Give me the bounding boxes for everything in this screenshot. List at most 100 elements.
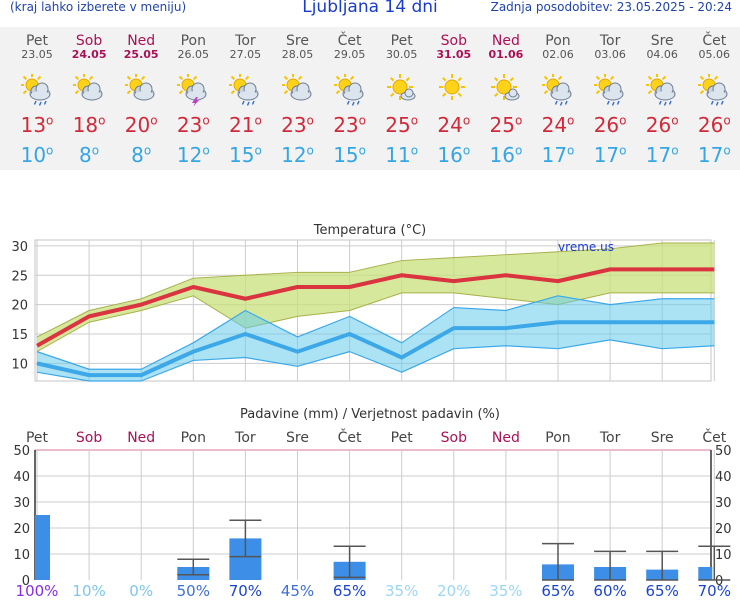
- max-temp-value: 13: [20, 113, 47, 137]
- min-temp-value: 12: [281, 143, 307, 167]
- min-temp: 16o: [480, 143, 532, 167]
- max-temp-line: [36, 267, 715, 348]
- precip-probability: 50%: [176, 582, 210, 600]
- max-temp-value: 20: [124, 113, 151, 137]
- precip-probability: 65%: [645, 582, 679, 600]
- min-temp: 16o: [428, 143, 480, 167]
- min-temp: 10o: [11, 143, 63, 167]
- precip-plot-area: [35, 450, 711, 580]
- precip-ytick-label-left: 50: [13, 444, 30, 459]
- sun-cloud-icon: [280, 73, 314, 106]
- degree-sign: o: [143, 143, 152, 158]
- max-temp: 23o: [167, 113, 219, 137]
- day-date: 29.05: [333, 48, 366, 61]
- precip-day-label: Sob: [76, 430, 102, 446]
- sun-cloud-icon: [72, 73, 105, 106]
- degree-sign: o: [462, 143, 471, 158]
- precip-probability: 45%: [280, 582, 315, 600]
- degree-sign: o: [150, 113, 158, 128]
- min-temp: 8o: [63, 143, 115, 167]
- degree-sign: o: [306, 113, 314, 128]
- min-temp: 15o: [324, 143, 376, 167]
- degree-sign: o: [723, 143, 731, 158]
- last-update: Zadnja posodobitev: 23.05.2025 - 20:24: [490, 0, 732, 14]
- precip-day-label: Čet: [702, 428, 726, 446]
- min-temp-band-lower: [36, 339, 715, 382]
- precip-day-label: Sob: [441, 430, 467, 446]
- day-date: 05.06: [698, 48, 731, 61]
- charts: Temperatura (°C) 10 15 20 25 30 vreme.us Padavi…: [11, 223, 732, 589]
- day-name: Sob: [440, 33, 467, 49]
- precip-probability: 60%: [593, 582, 627, 600]
- page-title: Ljubljana 14 dni: [302, 0, 438, 17]
- day-name: Ned: [491, 33, 520, 49]
- degree-sign: o: [306, 143, 314, 158]
- min-temp-line: [36, 320, 715, 378]
- day-date: 27.05: [229, 48, 262, 61]
- sun-small-cloud-icon: [490, 74, 522, 106]
- precip-probability: 20%: [437, 582, 471, 600]
- max-temp: 21o: [219, 113, 271, 137]
- degree-sign: o: [619, 113, 627, 128]
- sun-cloud-rain-icon: [332, 73, 366, 106]
- degree-sign: o: [46, 113, 54, 128]
- min-temp: 12o: [167, 143, 219, 167]
- degree-sign: o: [91, 143, 100, 158]
- day-date: 25.05: [123, 48, 159, 61]
- precip-ytick-label-right: 50: [715, 444, 732, 459]
- day-name: Sre: [286, 33, 309, 49]
- max-temp-value: 21: [228, 113, 255, 137]
- temp-ytick-label: 15: [11, 328, 28, 343]
- precip-ytick-label-left: 10: [13, 548, 30, 563]
- max-temp-value: 23: [333, 113, 359, 137]
- max-temp: 25o: [480, 113, 532, 137]
- precip-probability: 100%: [15, 582, 59, 600]
- precip-day-label: Čet: [338, 428, 362, 446]
- min-temp: 15o: [219, 143, 271, 167]
- precip-chart-title: Padavine (mm) / Verjetnost padavin (%): [240, 407, 500, 422]
- min-temp: 17o: [688, 143, 740, 167]
- day-date: 28.05: [281, 48, 314, 61]
- min-temp-value: 17: [697, 143, 724, 167]
- max-temp: 20o: [115, 113, 167, 137]
- precip-bar: [35, 515, 50, 580]
- precip-probability: 0%: [129, 582, 154, 600]
- day-name: Tor: [599, 33, 621, 49]
- max-temp: 23o: [272, 113, 324, 137]
- min-temp-value: 11: [385, 143, 411, 167]
- max-temp-value: 26: [697, 113, 724, 137]
- precip-probability: 35%: [489, 582, 523, 600]
- min-temp-value: 12: [176, 143, 203, 167]
- degree-sign: o: [671, 143, 679, 158]
- precip-ytick-label-left: 30: [13, 496, 30, 511]
- temp-ytick-label: 10: [11, 357, 28, 372]
- day-name: Ned: [127, 33, 156, 49]
- sun-cloud-lightning-icon: [176, 73, 209, 107]
- precip-probability: 70%: [697, 582, 731, 600]
- sun-cloud-rain-icon: [645, 73, 678, 106]
- precip-ytick-label-left: 20: [13, 522, 30, 537]
- precip-day-label: Ned: [127, 430, 155, 446]
- day-date: 30.05: [385, 48, 418, 61]
- day-name: Pon: [545, 33, 571, 49]
- max-temp: 25o: [376, 113, 428, 137]
- min-temp: 8o: [115, 143, 167, 167]
- min-temp-value: 17: [645, 143, 672, 167]
- day-date: 04.06: [646, 48, 678, 61]
- min-temp-value: 15: [228, 143, 255, 167]
- max-temp-band: [37, 242, 715, 352]
- min-temp-value: 16: [489, 143, 515, 167]
- day-name: Sre: [650, 33, 674, 49]
- max-temp: 24o: [428, 113, 480, 137]
- precip-probability: 65%: [541, 582, 575, 600]
- degree-sign: o: [723, 113, 731, 128]
- precip-probability: 65%: [332, 582, 367, 600]
- degree-sign: o: [254, 143, 262, 158]
- degree-sign: o: [567, 113, 575, 128]
- day-name: Pet: [25, 33, 49, 49]
- min-temp: 17o: [532, 143, 584, 167]
- max-temp-value: 24: [541, 113, 568, 137]
- day-date: 03.06: [594, 48, 626, 61]
- precip-day-label: Tor: [234, 430, 256, 446]
- sun-icon: [438, 74, 470, 106]
